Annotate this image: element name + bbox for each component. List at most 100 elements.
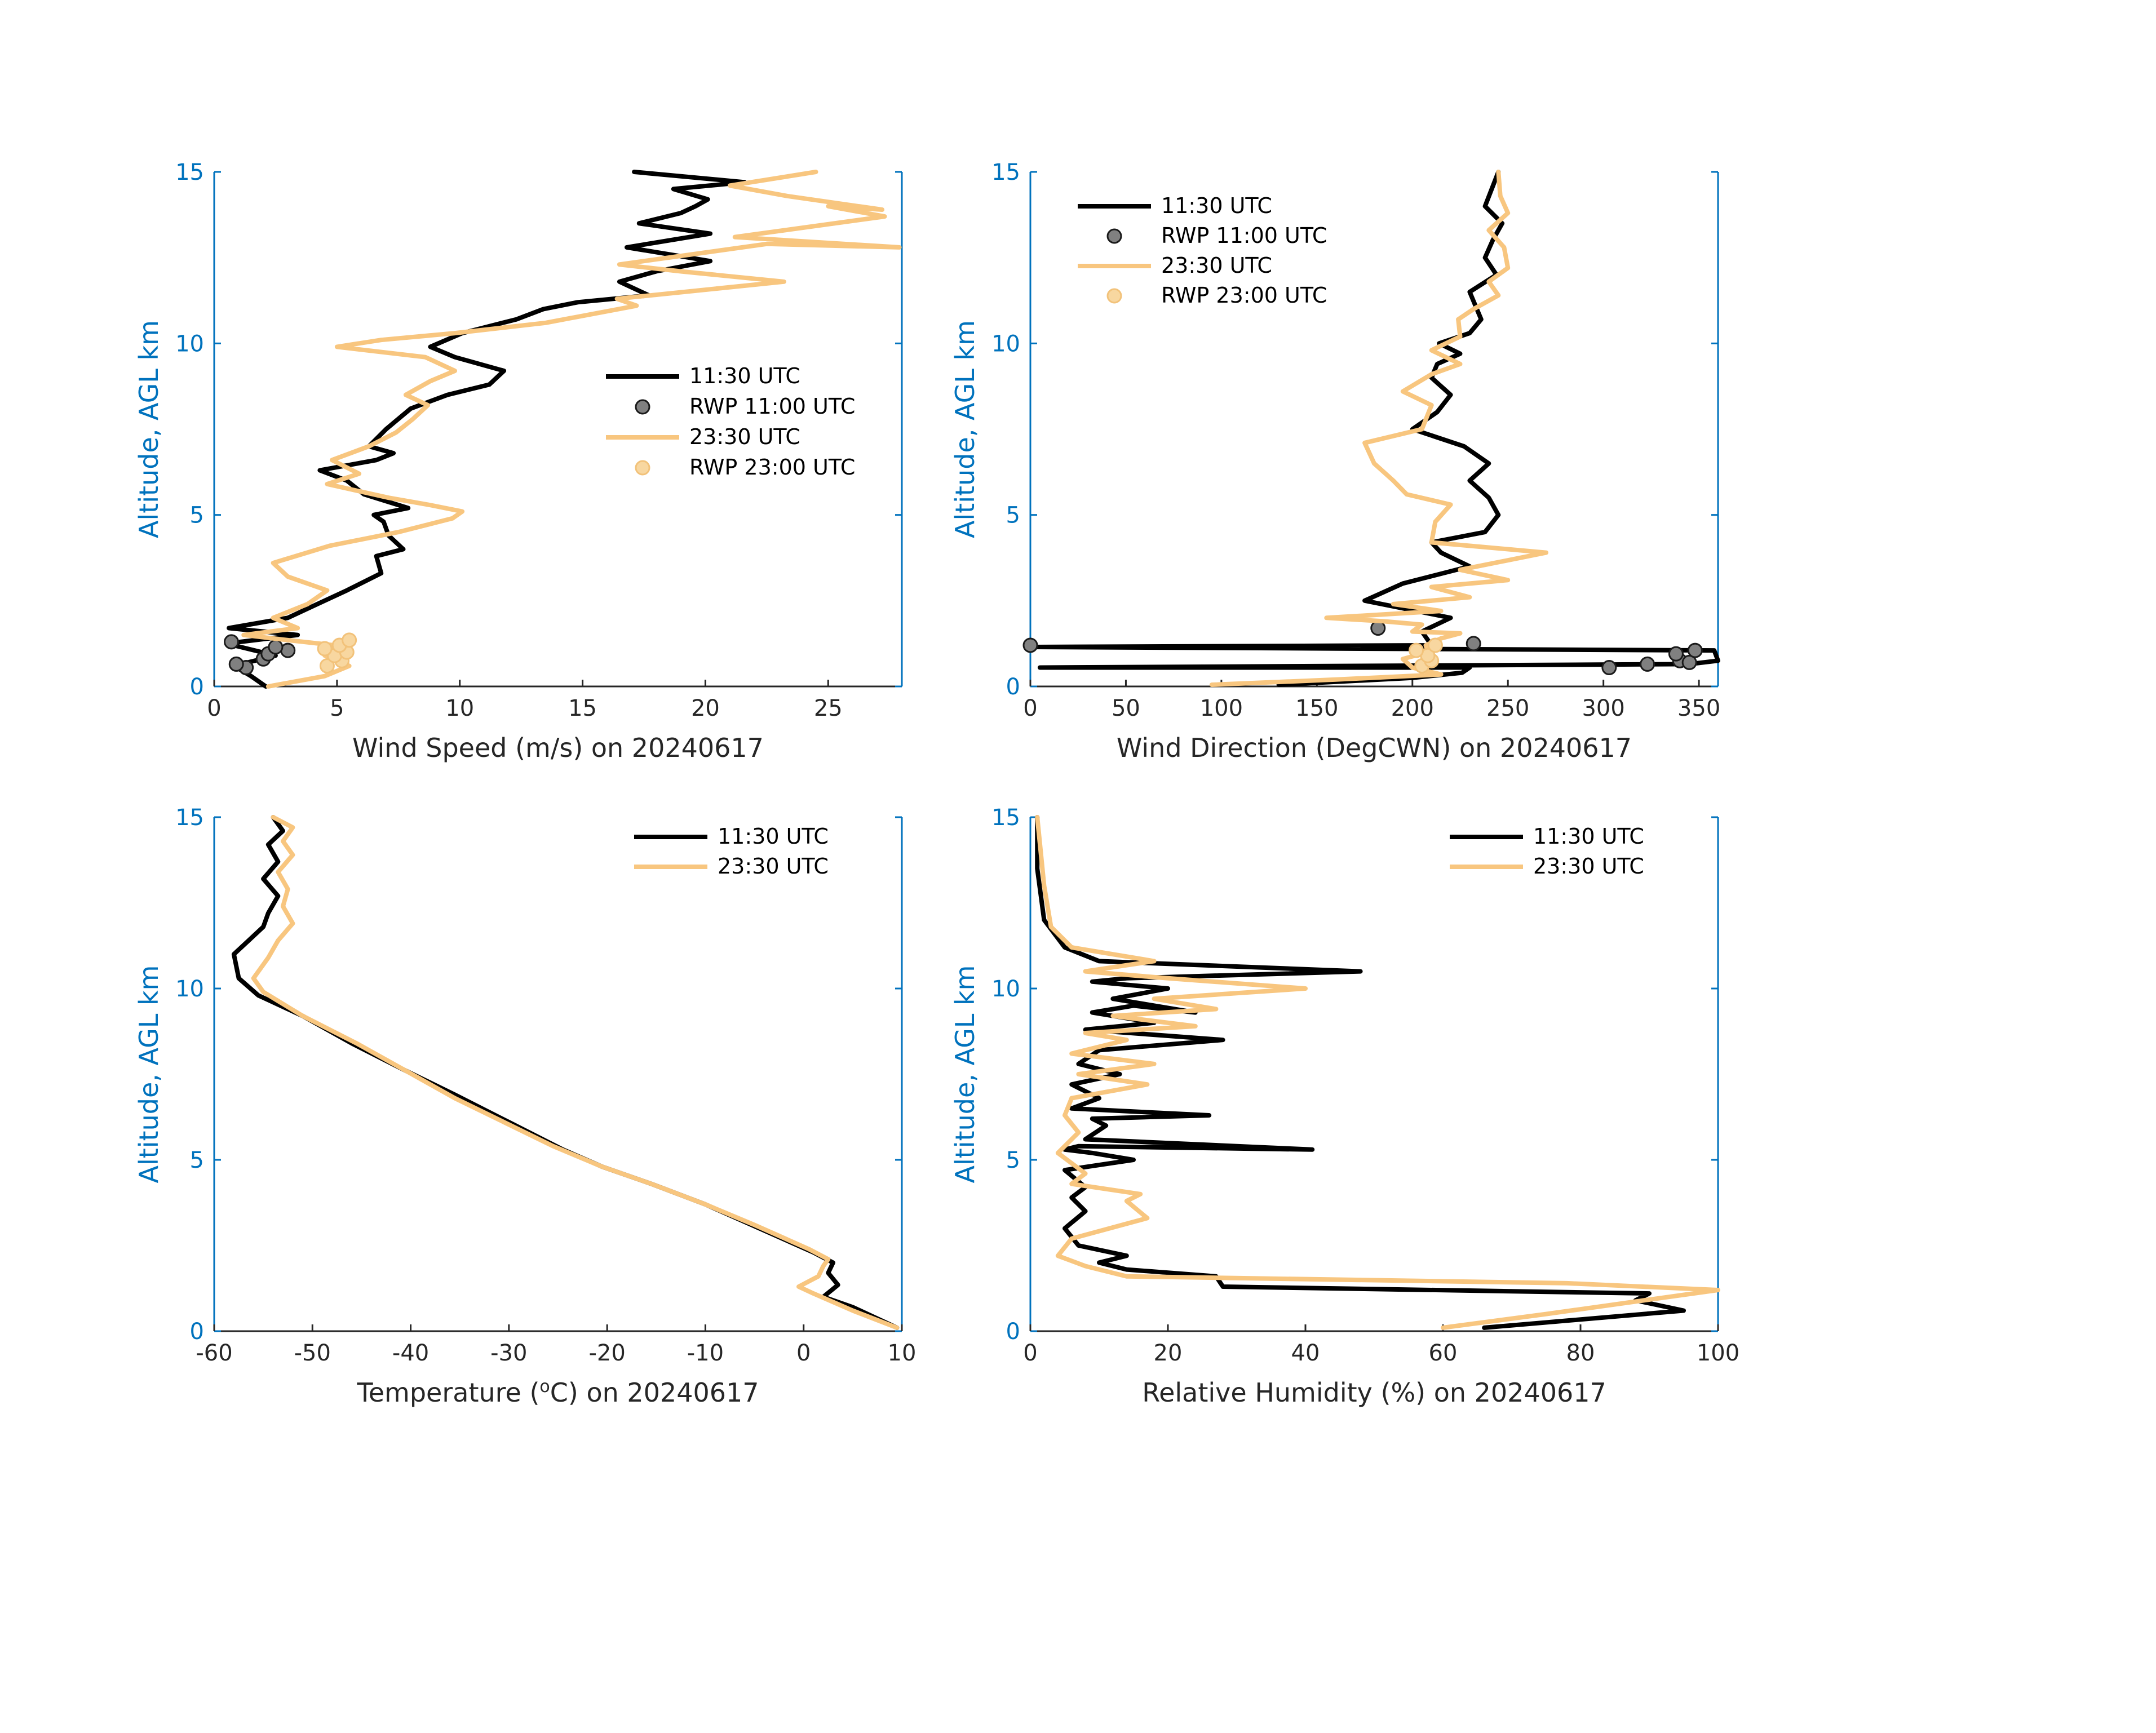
y-tick-label: 5 [1006, 503, 1020, 529]
x-axis-label-suffix: C) on 20240617 [550, 1377, 759, 1408]
relative-humidity-plot-area: 0 5 10 15 0 20 40 60 80 100 [991, 805, 1739, 1366]
series-marker-1 [280, 642, 296, 658]
x-tick-label: 5 [330, 695, 344, 721]
y-axis-label: Altitude, AGL km [134, 320, 164, 538]
x-tick-label: 0 [1023, 695, 1037, 721]
x-tick-label: -60 [196, 1340, 232, 1366]
legend-label-rwp2300: RWP 23:00 UTC [1161, 283, 1327, 308]
y-tick-label: 0 [1006, 1319, 1020, 1345]
legend-label-1130: 11:30 UTC [718, 824, 829, 849]
series-marker-1 [224, 634, 239, 650]
series-marker-1 [1601, 660, 1617, 676]
legend-label-2330: 23:30 UTC [1161, 253, 1272, 278]
x-axis-label: Relative Humidity (%) on 20240617 [1142, 1377, 1606, 1408]
y-tick-label: 5 [190, 503, 204, 529]
series-line-2 [241, 170, 902, 689]
x-tick-label: -30 [490, 1340, 527, 1366]
series-marker-3 [319, 658, 335, 673]
y-tick-label: 0 [190, 674, 204, 700]
x-tick-label: 0 [207, 695, 221, 721]
x-tick-label: 300 [1582, 695, 1624, 721]
x-tick-label: -40 [392, 1340, 429, 1366]
x-tick-label: 20 [1154, 1340, 1183, 1366]
x-axis-label: Wind Direction (DegCWN) on 20240617 [1117, 733, 1632, 763]
legend-label-1130: 11:30 UTC [689, 364, 800, 388]
y-tick-label: 15 [175, 159, 204, 185]
x-axis-label-degree: o [539, 1377, 550, 1397]
legend-label-rwp2300: RWP 23:00 UTC [689, 455, 855, 480]
series-marker-1 [1668, 646, 1684, 662]
x-tick-label: -50 [294, 1340, 331, 1366]
legend-label-2330: 23:30 UTC [689, 424, 800, 449]
y-tick-label: 5 [1006, 1147, 1020, 1173]
y-tick-label: 10 [175, 976, 204, 1002]
series-marker-1 [1687, 642, 1703, 658]
x-tick-label: 15 [568, 695, 597, 721]
wind-speed-plot-area: 0 5 10 15 0 5 10 15 20 25 [175, 159, 903, 721]
legend-label-rwp1100: RWP 11:00 UTC [1161, 223, 1327, 248]
x-tick-label: -10 [687, 1340, 724, 1366]
series-marker-1 [228, 656, 244, 672]
series-line-1 [251, 815, 900, 1330]
y-tick-label: 0 [1006, 674, 1020, 700]
legend-marker [1106, 228, 1122, 244]
y-axis-label: Altitude, AGL km [950, 965, 980, 1183]
x-tick-label: 150 [1295, 695, 1338, 721]
legend-label-2330: 23:30 UTC [1533, 854, 1644, 879]
y-tick-label: 15 [175, 805, 204, 831]
series-marker-1 [1466, 636, 1481, 651]
x-axis-label: Temperature (oC) on 20240617 [356, 1377, 759, 1408]
x-axis-label: Wind Speed (m/s) on 20240617 [352, 733, 764, 763]
series-line-0 [1028, 170, 1720, 687]
x-tick-label: 50 [1112, 695, 1140, 721]
legend-label-2330: 23:30 UTC [718, 854, 829, 879]
legend-label-1130: 11:30 UTC [1533, 824, 1644, 849]
series-line-2 [1209, 170, 1548, 687]
y-tick-label: 15 [991, 159, 1020, 185]
temperature-plot-area: 0 5 10 15 -60 -50 -40 -30 -20 -10 0 10 [175, 805, 916, 1366]
y-tick-label: 5 [190, 1147, 204, 1173]
y-axis-label: Altitude, AGL km [134, 965, 164, 1183]
series-marker-3 [1409, 642, 1424, 658]
series-marker-3 [1427, 637, 1443, 653]
series-marker-1 [268, 639, 284, 655]
x-tick-label: 100 [1697, 1340, 1739, 1366]
x-tick-label: 80 [1566, 1340, 1595, 1366]
x-tick-label: 250 [1486, 695, 1529, 721]
x-tick-label: 350 [1677, 695, 1720, 721]
y-tick-label: 10 [991, 331, 1020, 357]
x-tick-label: 0 [1023, 1340, 1037, 1366]
legend-marker [635, 399, 650, 415]
x-tick-label: 10 [445, 695, 474, 721]
legend-label-rwp1100: RWP 11:00 UTC [689, 394, 855, 419]
series-marker-3 [342, 632, 357, 648]
panel-temperature: 0 5 10 15 -60 -50 -40 -30 -20 -10 0 10 11:30 UTC 23… [134, 805, 916, 1408]
x-tick-label: -20 [588, 1340, 625, 1366]
series-marker-1 [1022, 637, 1038, 653]
series-line-0 [224, 170, 747, 689]
y-tick-label: 10 [991, 976, 1020, 1002]
x-tick-label: 20 [691, 695, 720, 721]
x-tick-label: 40 [1291, 1340, 1320, 1366]
panel-wind-speed: 0 5 10 15 0 5 10 15 20 25 11:30 UTC RWP 11:00 UTC… [134, 159, 903, 763]
y-tick-label: 10 [175, 331, 204, 357]
x-axis-label-prefix: Temperature ( [356, 1377, 539, 1408]
series-marker-1 [1681, 654, 1697, 670]
x-tick-label: 60 [1429, 1340, 1458, 1366]
wind-speed-legend: 11:30 UTC RWP 11:00 UTC 23:30 UTC RWP 23… [606, 364, 855, 480]
legend-marker [1106, 288, 1122, 304]
x-tick-label: 200 [1391, 695, 1434, 721]
legend-marker [635, 460, 650, 476]
series-marker-3 [317, 641, 333, 657]
y-tick-label: 0 [190, 1319, 204, 1345]
y-tick-label: 15 [991, 805, 1020, 831]
panel-relative-humidity: 0 5 10 15 0 20 40 60 80 100 11:30 UTC 23:30 UTC R… [950, 805, 1739, 1408]
series-marker-1 [1640, 656, 1655, 672]
y-axis-label: Altitude, AGL km [950, 320, 980, 538]
series-line-1 [1035, 815, 1720, 1330]
x-tick-label: 100 [1200, 695, 1243, 721]
x-tick-label: 10 [888, 1340, 917, 1366]
